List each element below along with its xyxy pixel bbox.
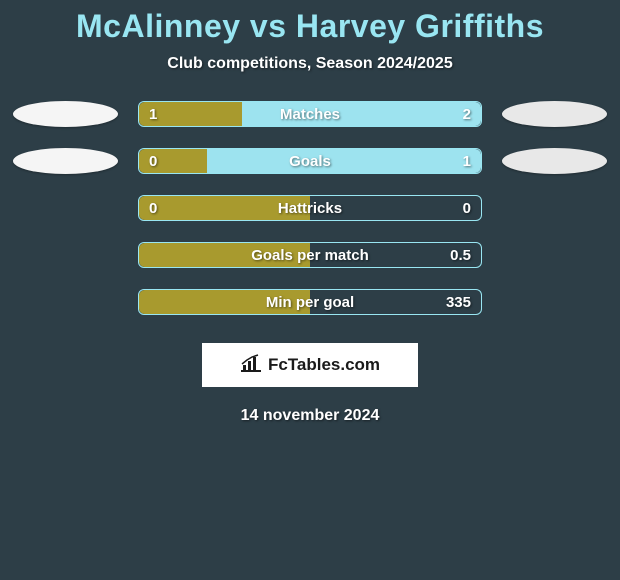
player-right-badge <box>502 101 607 127</box>
stat-label: Goals per match <box>139 243 481 267</box>
stat-rows: 12Matches 01Goals 00Hattricks 0.5Goals per … <box>0 101 620 315</box>
chart-icon <box>240 354 262 377</box>
player-left-badge <box>13 148 118 174</box>
stat-bar: 0.5Goals per match <box>138 242 482 268</box>
player-right-badge <box>502 148 607 174</box>
footer-date: 14 november 2024 <box>0 407 620 425</box>
stat-row: 335Min per goal <box>0 289 620 315</box>
comparison-widget: McAlinney vs Harvey Griffiths Club compe… <box>0 0 620 580</box>
stat-label: Matches <box>139 102 481 126</box>
stat-row: 12Matches <box>0 101 620 127</box>
footer-logo-text: FcTables.com <box>268 355 380 375</box>
stat-row: 01Goals <box>0 148 620 174</box>
stat-bar: 00Hattricks <box>138 195 482 221</box>
page-subtitle: Club competitions, Season 2024/2025 <box>0 55 620 73</box>
player-left-badge <box>13 101 118 127</box>
stat-label: Goals <box>139 149 481 173</box>
footer-logo: FcTables.com <box>202 343 418 387</box>
stat-label: Min per goal <box>139 290 481 314</box>
stat-bar: 335Min per goal <box>138 289 482 315</box>
stat-label: Hattricks <box>139 196 481 220</box>
stat-row: 0.5Goals per match <box>0 242 620 268</box>
stat-row: 00Hattricks <box>0 195 620 221</box>
stat-bar: 01Goals <box>138 148 482 174</box>
page-title: McAlinney vs Harvey Griffiths <box>0 0 620 45</box>
stat-bar: 12Matches <box>138 101 482 127</box>
